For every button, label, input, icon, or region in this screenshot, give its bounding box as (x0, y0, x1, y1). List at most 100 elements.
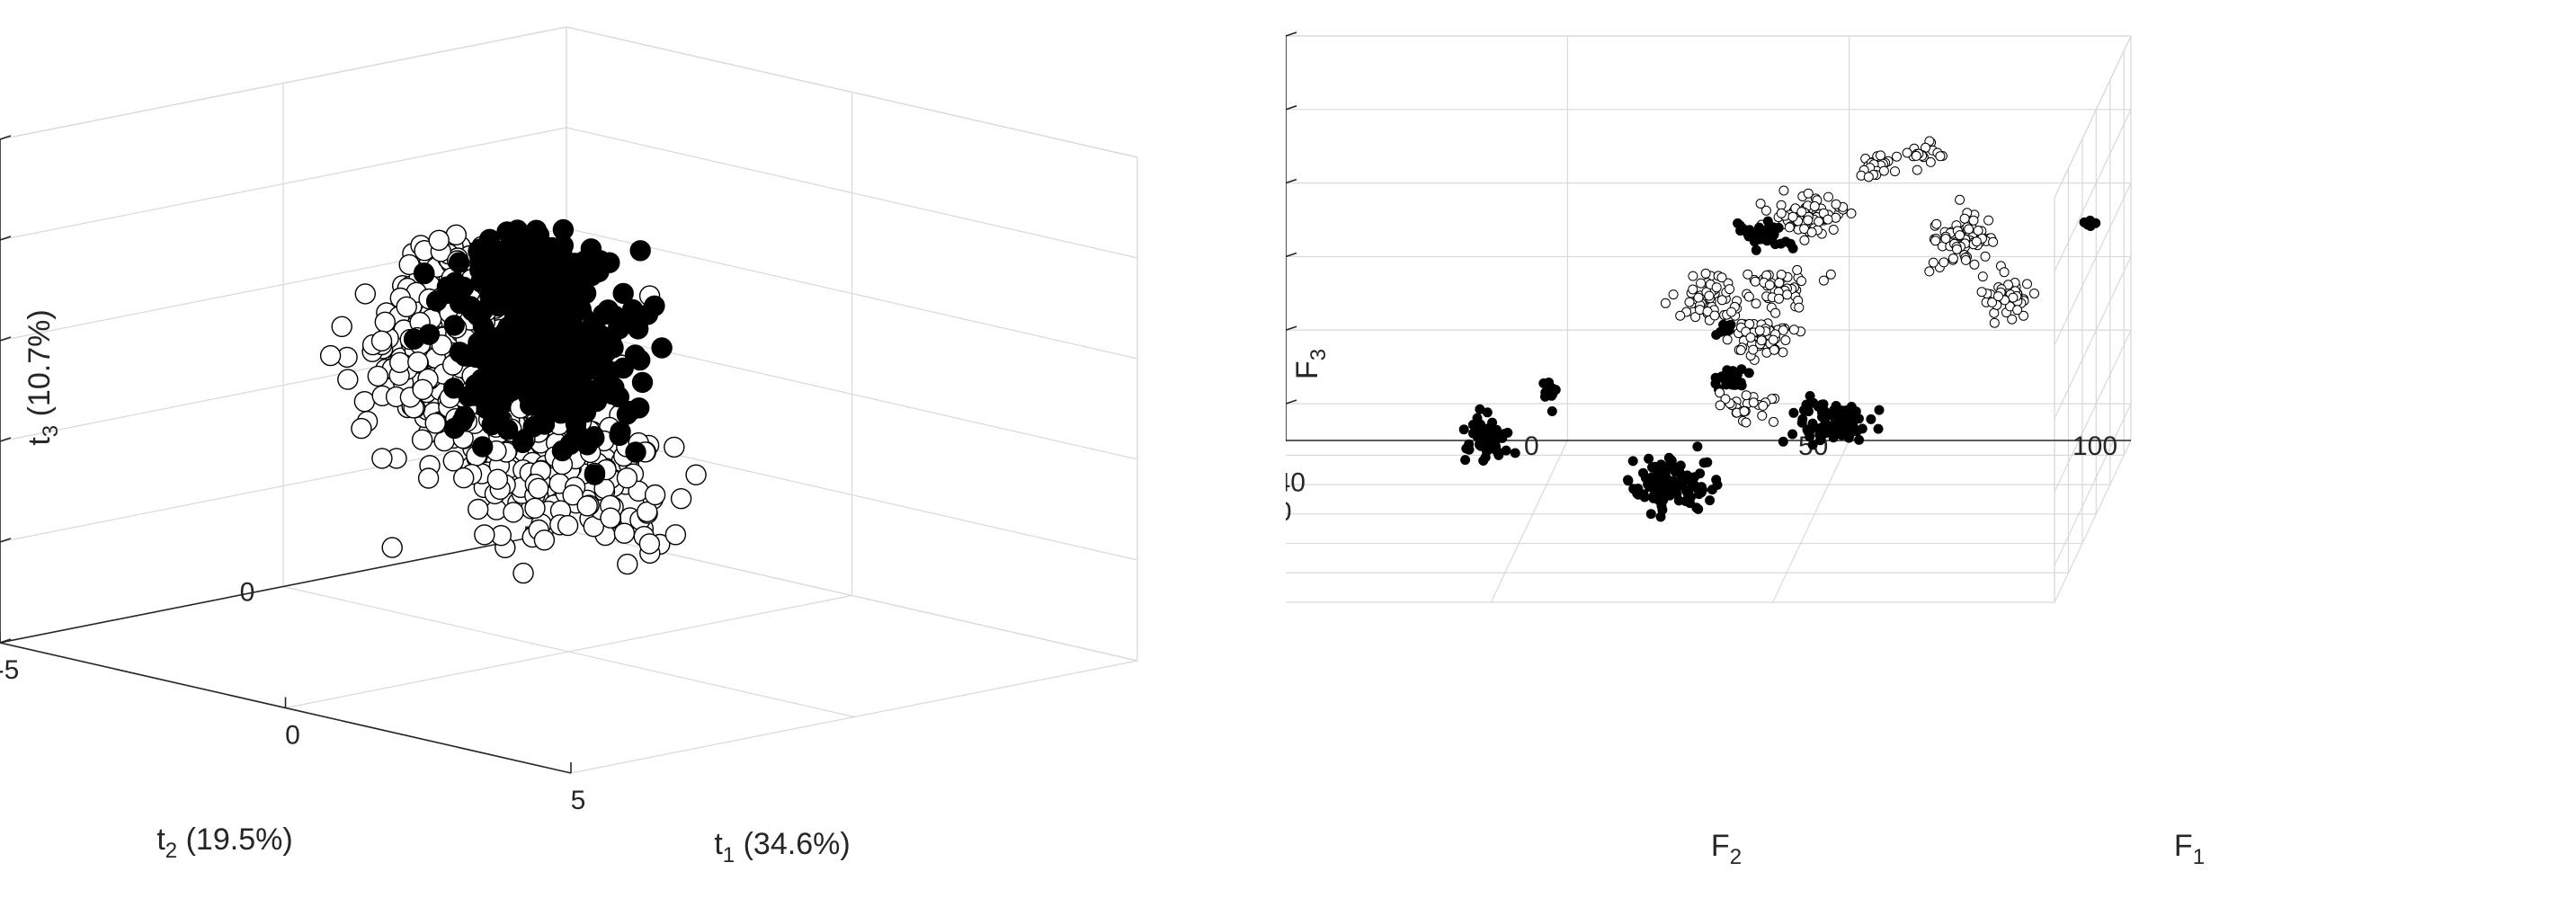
scatter-point (1796, 276, 1806, 287)
x-tick-label: -5 (0, 655, 19, 685)
y-tick-label: 0 (240, 578, 255, 608)
scatter-point (1803, 215, 1814, 226)
z-axis-label: F3 (1290, 349, 1331, 379)
scatter-point (1973, 226, 1983, 236)
scatter-point (1721, 379, 1732, 390)
scatter-point (403, 328, 425, 350)
scatter-point (1661, 480, 1671, 491)
scatter-point (528, 477, 549, 499)
scatter-point (622, 312, 644, 334)
scatter-point (1716, 295, 1727, 306)
scatter-point (1948, 253, 1958, 263)
gridline-y-floor (2054, 440, 2132, 603)
scatter-point (1825, 269, 1836, 280)
scatter-point (1478, 456, 1489, 466)
scatter-point (486, 468, 509, 490)
scatter-point (1778, 185, 1789, 196)
scatter-point (616, 467, 638, 489)
scatter-point (1980, 251, 1991, 262)
gridline-z-back (566, 227, 1138, 360)
scatter-point (631, 371, 654, 394)
scatter-point (560, 373, 583, 395)
scatter-point (1832, 408, 1843, 419)
tsne-3d-scatter: -40-200204060-50050100-40-200204060F1F2F… (1286, 31, 2205, 869)
scatter-point (1660, 466, 1671, 476)
scatter-point (1751, 245, 1761, 255)
scatter-point (1715, 400, 1725, 411)
scatter-point (1983, 215, 1994, 226)
scatter-point (1796, 207, 1807, 218)
scatter-point (1644, 453, 1654, 464)
scatter-point (1784, 222, 1795, 233)
scatter-point (1814, 217, 1824, 227)
scatter-point (664, 436, 685, 458)
scatter-point (381, 537, 403, 558)
scatter-point (1692, 441, 1703, 452)
scatter-point (664, 524, 687, 546)
x-axis-label: F1 (2174, 829, 2205, 869)
scatter-point (1988, 236, 1999, 247)
scatter-point (1735, 226, 1746, 236)
scatter-point (1482, 407, 1493, 418)
scatter-point (1715, 387, 1725, 398)
scatter-point (472, 300, 494, 322)
y-axis-line (0, 529, 567, 644)
scatter-point (1971, 236, 1982, 247)
scatter-point (1798, 405, 1809, 415)
scatter-point (1665, 489, 1675, 499)
scatter-point (1976, 287, 1987, 298)
scatter-point (472, 436, 494, 458)
scatter-point (1809, 200, 1820, 211)
scatter-point (1678, 477, 1688, 488)
scatter-point (1803, 188, 1814, 199)
scatter-point (1969, 259, 1980, 270)
scatter-point (1722, 334, 1733, 345)
gridline-z-side (0, 127, 567, 241)
scatter-point (1769, 239, 1780, 250)
scatter-point (1778, 436, 1788, 447)
scatter-point (1675, 460, 1686, 471)
scatter-point (1955, 194, 1965, 205)
scatter-point (474, 524, 495, 546)
scatter-point (351, 417, 372, 440)
scatter-point (610, 421, 631, 442)
scatter-point (1756, 228, 1767, 239)
gridline-z-back (566, 429, 1138, 561)
scatter-point (1820, 428, 1831, 439)
scatter-point (1878, 165, 1889, 176)
scatter-point (1774, 278, 1785, 289)
scatter-point (562, 485, 584, 506)
scatter-point (1627, 456, 1638, 467)
scatter-point (584, 464, 606, 485)
scatter-point (1739, 406, 1750, 416)
scatter-point (1764, 280, 1775, 290)
scatter-point (1705, 495, 1716, 506)
y-axis-label: t2 (19.5%) (156, 823, 292, 863)
scatter-point (1873, 423, 1884, 434)
scatter-point (1711, 475, 1722, 485)
scatter-point (1925, 156, 1936, 167)
scatter-point (1684, 297, 1695, 307)
gridline-z-back (2054, 109, 2132, 272)
scatter-point (1846, 208, 1857, 218)
scatter-point (396, 296, 417, 317)
scatter-point (353, 391, 376, 413)
z-tick-mark (0, 236, 12, 241)
scatter-point (448, 252, 470, 273)
scatter-point (560, 265, 583, 287)
scatter-point (2019, 310, 2028, 321)
scatter-point (1628, 484, 1639, 494)
scatter-point (1725, 284, 1735, 295)
y-tick-label: 100 (2072, 431, 2117, 461)
scatter-point (1960, 254, 1971, 265)
scatter-point (370, 330, 393, 351)
scatter-point (443, 417, 466, 440)
scatter-point (629, 349, 651, 371)
scatter-point (1546, 406, 1557, 416)
scatter-point (510, 373, 531, 396)
z-tick-mark (1286, 399, 1297, 405)
gridline-z-back (2054, 182, 2132, 345)
scatter-point (1807, 440, 1818, 450)
scatter-point (1709, 310, 1720, 321)
scatter-point (1623, 476, 1634, 486)
